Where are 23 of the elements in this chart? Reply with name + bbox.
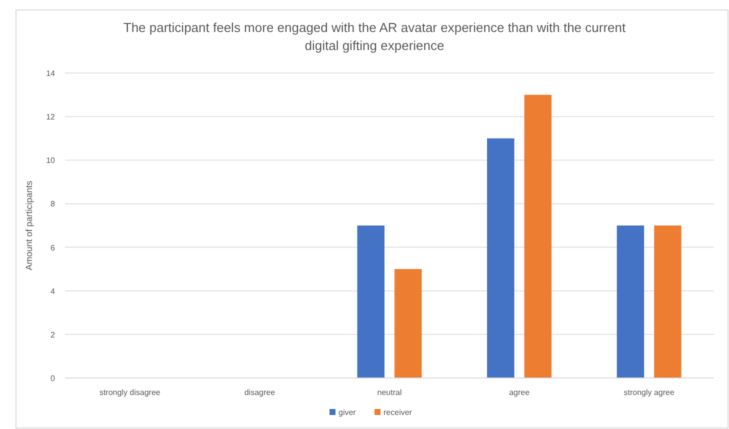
y-tick-label: 12 (46, 112, 56, 122)
y-tick-label: 0 (50, 374, 56, 383)
bar (524, 94, 552, 378)
legend-label: receiver (384, 408, 412, 417)
bar (357, 226, 384, 378)
y-tick-label: 8 (50, 200, 56, 209)
x-tick-label: agree (509, 388, 530, 397)
bar (616, 226, 644, 378)
y-tick-label: 14 (46, 69, 56, 78)
x-tick-label: strongly disagree (99, 388, 161, 397)
x-tick-label: strongly agree (624, 388, 675, 397)
bar (394, 269, 422, 378)
y-tick-label: 6 (50, 243, 56, 252)
x-tick-label: disagree (244, 388, 276, 397)
bar (487, 138, 514, 378)
y-tick-label: 10 (46, 156, 56, 166)
y-tick-label: 4 (50, 286, 56, 296)
y-tick-label: 2 (50, 330, 56, 340)
x-tick-label: neutral (377, 388, 402, 397)
bar (654, 226, 682, 378)
legend-label: giver (338, 408, 356, 417)
chart-title: The participant feels more engaged with the AR avatar experience than with the current digital gifting experience (123, 20, 626, 53)
y-axis-title: Amount of participants (24, 180, 34, 270)
